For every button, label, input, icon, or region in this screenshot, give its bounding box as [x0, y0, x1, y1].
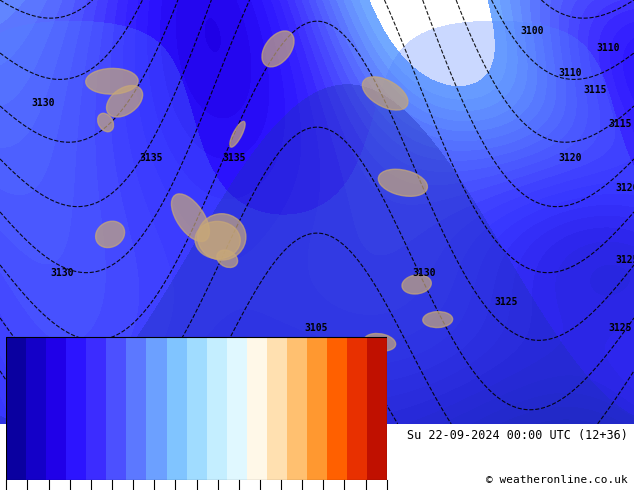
Bar — [347, 337, 366, 480]
Ellipse shape — [96, 221, 125, 247]
Bar — [146, 337, 167, 480]
Bar — [366, 337, 387, 480]
Text: 3130: 3130 — [51, 268, 74, 277]
Ellipse shape — [107, 86, 143, 117]
Ellipse shape — [98, 113, 113, 132]
Ellipse shape — [195, 221, 240, 259]
Ellipse shape — [217, 250, 238, 268]
Bar — [86, 337, 107, 480]
Text: 3115: 3115 — [583, 85, 607, 95]
Text: © weatheronline.co.uk: © weatheronline.co.uk — [486, 475, 628, 485]
Ellipse shape — [86, 69, 138, 94]
Text: 3110: 3110 — [349, 394, 372, 405]
Text: 3125: 3125 — [615, 255, 634, 265]
Text: 3135: 3135 — [222, 153, 245, 163]
Bar — [67, 337, 86, 480]
Text: 3130: 3130 — [222, 352, 245, 362]
Text: Su 22-09-2024 00:00 UTC (12+36): Su 22-09-2024 00:00 UTC (12+36) — [407, 429, 628, 442]
Ellipse shape — [423, 312, 453, 328]
Bar — [27, 337, 46, 480]
Text: 3100: 3100 — [520, 26, 543, 36]
Bar — [207, 337, 226, 480]
Bar — [307, 337, 327, 480]
Ellipse shape — [262, 31, 294, 67]
Bar — [226, 337, 247, 480]
Text: 3125: 3125 — [495, 297, 518, 307]
Text: 3110: 3110 — [596, 43, 619, 53]
Bar — [6, 337, 387, 480]
Bar — [247, 337, 267, 480]
Text: 3130: 3130 — [95, 352, 119, 362]
Text: 3130: 3130 — [412, 268, 436, 277]
Bar — [186, 337, 207, 480]
Bar — [287, 337, 307, 480]
Ellipse shape — [378, 169, 427, 196]
Text: 3130: 3130 — [32, 98, 55, 108]
Text: 3120: 3120 — [558, 153, 581, 163]
Bar — [167, 337, 186, 480]
Bar — [126, 337, 146, 480]
Text: 3105: 3105 — [304, 322, 328, 333]
Ellipse shape — [198, 214, 246, 260]
Text: 3125: 3125 — [609, 322, 632, 333]
Bar — [46, 337, 67, 480]
Ellipse shape — [363, 77, 408, 110]
Ellipse shape — [364, 334, 396, 351]
Text: 3135: 3135 — [139, 153, 163, 163]
Bar — [327, 337, 347, 480]
Bar — [6, 337, 27, 480]
Text: 3120: 3120 — [615, 183, 634, 193]
Bar — [107, 337, 126, 480]
Text: 3110: 3110 — [558, 68, 581, 78]
Text: Height/Temp. 10 hPa [gdmp][°C] GFS: Height/Temp. 10 hPa [gdmp][°C] GFS — [6, 429, 249, 442]
Ellipse shape — [230, 122, 245, 147]
Bar — [267, 337, 287, 480]
Text: 3115: 3115 — [609, 119, 632, 129]
Ellipse shape — [402, 275, 431, 294]
Ellipse shape — [171, 194, 209, 242]
